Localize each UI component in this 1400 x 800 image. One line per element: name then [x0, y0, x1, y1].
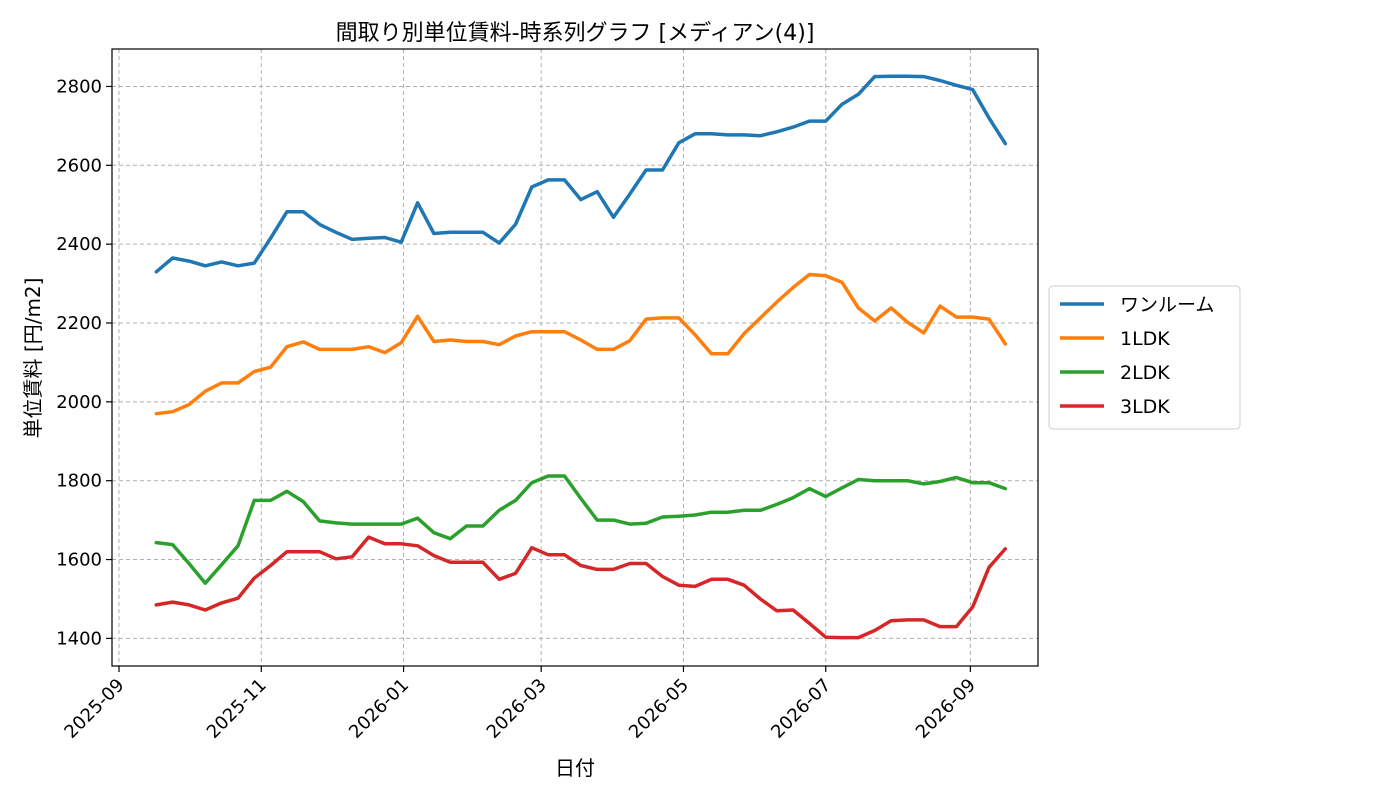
- series-line-3: [154, 474, 1008, 585]
- y-tick-label: 1600: [56, 550, 102, 571]
- y-tick-label: 2800: [56, 76, 102, 97]
- legend-label: 3LDK: [1120, 396, 1170, 418]
- y-axis-label: 単位賃料 [円/m2]: [21, 278, 45, 439]
- legend-box: [1048, 285, 1241, 430]
- series-line-4: [154, 535, 1008, 640]
- y-tick-label: 2000: [56, 392, 102, 413]
- grid-lines: [112, 49, 1038, 666]
- y-tick-label: 1800: [56, 471, 102, 492]
- y-tick-label: 2200: [56, 313, 102, 334]
- series-line-1: [154, 74, 1008, 274]
- legend-label: ワンルーム: [1120, 294, 1214, 316]
- legend-label: 2LDK: [1120, 362, 1170, 384]
- legend: ワンルーム 1LDK 2LDK 3LDK: [1048, 285, 1241, 430]
- y-tick-label: 2400: [56, 234, 102, 255]
- series-lines: [154, 74, 1008, 640]
- x-axis-label: 日付: [555, 756, 595, 780]
- plot-frame: [111, 48, 1039, 667]
- y-tick-label: 1400: [56, 628, 102, 649]
- legend-label: 1LDK: [1120, 328, 1170, 350]
- y-axis: 1400 1600 1800 2000 2200 2400 2600 2800: [56, 76, 112, 649]
- y-tick-label: 2600: [56, 155, 102, 176]
- series-line-2: [154, 272, 1008, 416]
- chart-title: 間取り別単位賃料-時系列グラフ [メディアン(4)]: [336, 21, 815, 46]
